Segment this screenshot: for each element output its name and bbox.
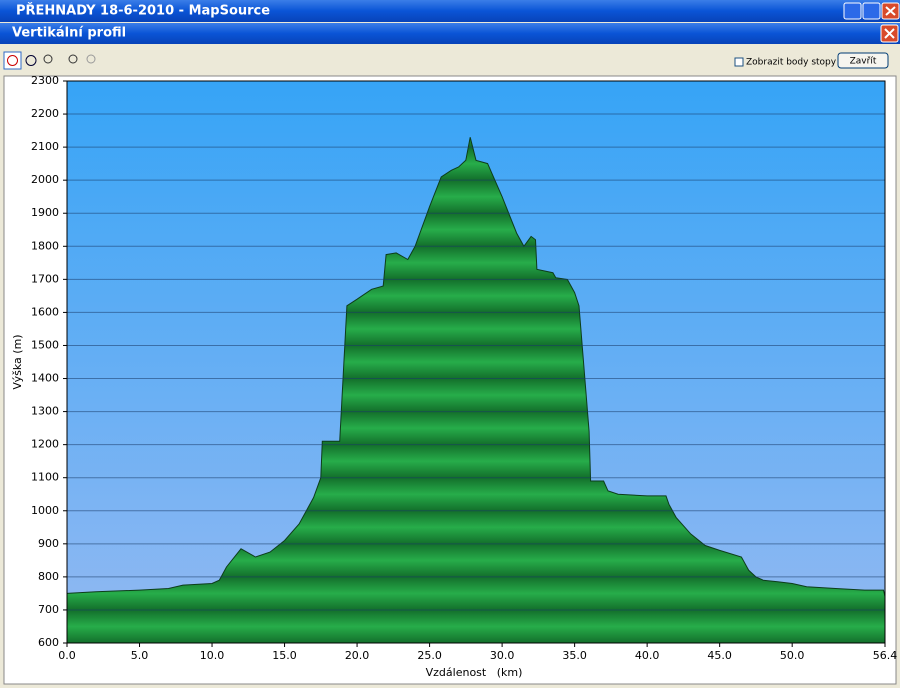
y-tick-label: 2200 [31,107,59,120]
tool-button[interactable] [25,55,37,66]
x-tick-label: 5.0 [131,649,149,662]
y-tick-label: 1600 [31,305,59,318]
y-tick-label: 600 [38,636,59,649]
x-tick-label: 30.0 [490,649,515,662]
y-tick-label: 1900 [31,206,59,219]
area [66,137,886,644]
x-tick-label: 25.0 [417,649,442,662]
close-icon [885,6,896,16]
y-tick-label: 700 [38,603,59,616]
y-tick-label: 2300 [31,74,59,87]
close-icon [884,28,895,39]
x-tick-label: 10.0 [200,649,225,662]
x-tick-label: 40.0 [635,649,660,662]
y-tick-label: 900 [38,537,59,550]
toolbar: Zobrazit body stopy Zavřít [3,51,889,70]
y-axis-label: Výška (m) [11,334,24,389]
tool-button[interactable] [43,54,53,64]
checkbox[interactable] [734,57,744,67]
y-tick-label: 2100 [31,140,59,153]
tool-icon [7,55,18,66]
close-button[interactable] [837,52,889,69]
y-tick-label: 1800 [31,239,59,252]
y-tick-label: 1300 [31,405,59,418]
tool-button[interactable] [3,51,22,70]
x-axis-label: Vzdálenost (km) [426,666,523,679]
zoom-in-button[interactable] [68,54,78,64]
x-tick-label: 20.0 [345,649,370,662]
x-tick-label: 50.0 [780,649,805,662]
x-tick-label: 0.0 [58,649,76,662]
y-tick-label: 1000 [31,504,59,517]
y-tick-label: 1400 [31,372,59,385]
y-tick-label: 1700 [31,272,59,285]
x-tick-label: 35.0 [562,649,587,662]
y-tick-label: 1200 [31,438,59,451]
y-tick-label: 2000 [31,173,59,186]
zoom-out-button[interactable] [86,54,96,64]
x-tick-label: 56.4 [873,649,898,662]
checkbox-label: Zobrazit body stopy [746,58,837,68]
minimize-button[interactable] [843,2,862,20]
dialog-bar [0,23,900,44]
title-bar [0,0,900,22]
dialog-title: Vertikální profil [12,26,126,41]
y-tick-label: 800 [38,570,59,583]
y-tick-label: 1500 [31,338,59,351]
restore-button[interactable] [862,2,881,20]
plot-border [66,80,886,644]
x-tick-label: 45.0 [707,649,732,662]
y-tick-label: 1100 [31,471,59,484]
close-button-label: Zavřít [850,57,877,67]
x-tick-label: 15.0 [272,649,297,662]
window-title: PŘEHNADY 18-6-2010 - MapSource [16,3,270,19]
